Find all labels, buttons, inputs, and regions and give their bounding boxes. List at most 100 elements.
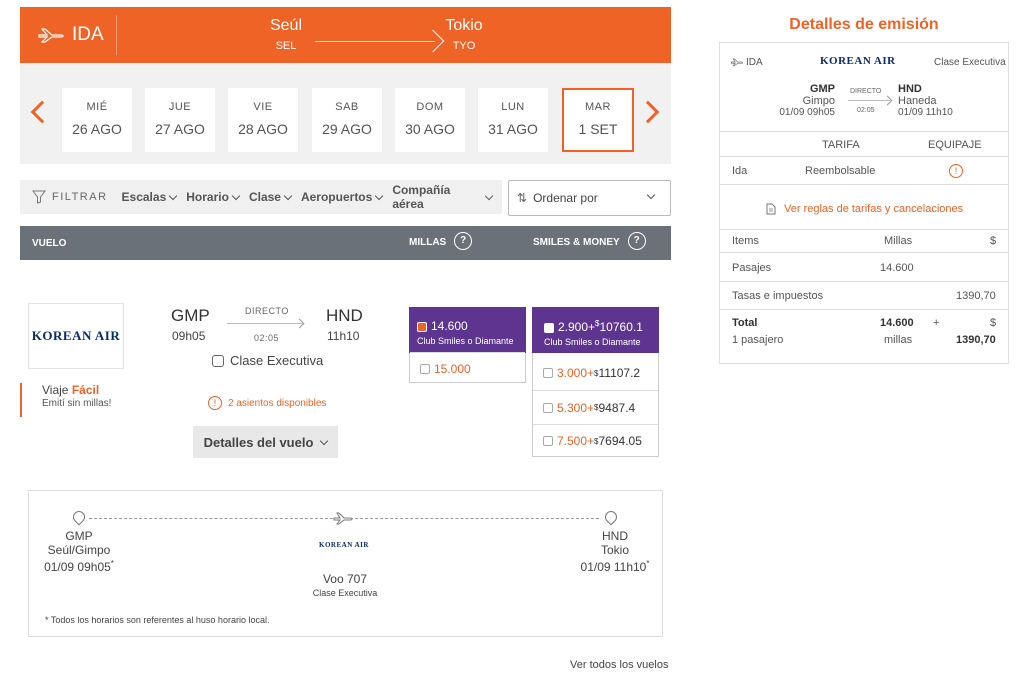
date-option-selected[interactable]: MAR 1 SET [562, 88, 634, 152]
direction-label: IDA [72, 24, 104, 45]
seats-available: ! 2 asientos disponibles [208, 396, 326, 410]
date-option[interactable]: SAB 29 AGO [312, 88, 382, 152]
location-pin-icon [70, 508, 88, 526]
panel-col-equipaje: EQUIPAJE [928, 139, 982, 151]
route-dest-datetime: 01/09 11h10* [565, 557, 665, 574]
flight-details-label: Detalles del vuelo [203, 434, 314, 450]
currency-symbol: $ [595, 319, 600, 328]
route-dest-city: Tokio [600, 543, 629, 557]
filter-horario[interactable]: Horario [186, 190, 241, 204]
col-smiles-money-label: SMILES & MONEY [533, 237, 620, 249]
date-selector: MIÉ 26 AGO JUE 27 AGO VIE 28 AGO SAB 29 … [20, 63, 671, 164]
fare-rules-label: Ver reglas de tarifas y cancelaciones [784, 203, 964, 215]
route-origin: GMP Seúl/Gimpo 01/09 09h05* [29, 529, 129, 574]
panel-flight-line [848, 100, 890, 101]
miles-fares: 14.600 Club Smiles o Diamante 15.000 [409, 307, 526, 383]
route-origin-datetime: 01/09 09h05* [29, 557, 129, 574]
date-dow: LUN [501, 101, 525, 113]
promo-word-b: Fácil [71, 383, 100, 397]
footnote-star: * [646, 559, 650, 568]
filter-button[interactable]: FILTRAR [20, 190, 108, 204]
fare-money-amount: 7694.05 [598, 434, 642, 448]
panel-dest-code: HND [898, 83, 922, 95]
filter-escalas[interactable]: Escalas [121, 190, 178, 204]
flight-line [227, 323, 303, 324]
flight-dest-code: HND [326, 306, 363, 325]
flight-arr-time: 11h10 [327, 329, 360, 343]
currency-symbol: $ [594, 436, 599, 446]
promo-subtitle: Emití sin millas! [42, 398, 112, 409]
fare-rules-link[interactable]: Ver reglas de tarifas y cancelaciones [766, 203, 963, 215]
fare-money-option[interactable]: 7.500+ $7694.05 [533, 424, 658, 457]
results-header: VUELO MILLAS? SMILES & MONEY? [20, 226, 671, 260]
checkbox-icon [543, 436, 553, 446]
sort-select[interactable]: ⇅ Ordenar por [508, 180, 671, 216]
date-dow: SAB [335, 101, 359, 113]
help-icon[interactable]: ? [627, 232, 646, 250]
baggage-warning-icon[interactable]: ! [949, 164, 963, 178]
checkbox-icon [543, 368, 553, 378]
date-option[interactable]: MIÉ 26 AGO [62, 88, 132, 152]
flight-route-details: GMP Seúl/Gimpo 01/09 09h05* KOREAN AIR V… [28, 490, 663, 637]
checkbox-icon [543, 402, 553, 413]
panel-direction: IDA [746, 57, 763, 68]
panel-millas-header: Millas [884, 235, 913, 247]
panel-origin: GMP Gimpo 01/09 09h05 [775, 83, 835, 119]
chevron-down-icon [283, 191, 293, 200]
filter-clase[interactable]: Clase [249, 190, 293, 204]
route-origin-dt: 01/09 09h05 [44, 560, 111, 574]
panel-title: Detalles de emisión [789, 16, 939, 33]
help-icon[interactable]: ? [454, 232, 473, 250]
panel-millas-word: millas [884, 334, 913, 346]
fare-miles-value: 14.600 [431, 319, 468, 333]
timezone-note: * Todos los horarios son referentes al h… [45, 615, 270, 625]
col-flight: VUELO [32, 238, 67, 249]
fare-money-option[interactable]: 5.300+ $9487.4 [533, 390, 658, 424]
fare-club-label: Club Smiles o Diamante [544, 337, 641, 347]
panel-divider [720, 229, 1008, 230]
panel-plus: + [933, 317, 940, 329]
panel-total-dollar: $ [990, 317, 997, 329]
chevron-down-icon [169, 191, 178, 200]
fare-money-value-row: 2.900+$10760.1 [544, 319, 659, 334]
flight-dep-time: 09h05 [172, 329, 206, 343]
date-option[interactable]: DOM 30 AGO [395, 88, 465, 152]
origin-city: Seúl [269, 17, 303, 34]
fare-miles-value: 15.000 [434, 361, 471, 376]
route-dest: HND Tokio 01/09 11h10* [565, 529, 665, 574]
filter-item-label: Escalas [121, 190, 167, 204]
panel-pasajes: Pasajes [732, 262, 772, 274]
location-pin-icon [602, 508, 620, 526]
date-option[interactable]: LUN 31 AGO [478, 88, 548, 152]
arrow-right-icon [882, 95, 893, 106]
prev-dates-icon[interactable] [30, 100, 54, 124]
route-dest-dt: 01/09 11h10 [580, 560, 647, 574]
date-option[interactable]: JUE 27 AGO [145, 88, 215, 152]
panel-leg: Ida [732, 165, 748, 177]
date-dow: JUE [168, 101, 192, 113]
currency-symbol: $ [594, 403, 599, 412]
panel-duration: 02:05 [857, 107, 875, 114]
filter-aeropuertos[interactable]: Aeropuertos [301, 190, 384, 204]
issuance-details-panel: IDA KOREAN AIR Clase Executiva GMP Gimpo… [719, 42, 1009, 364]
fare-money-selected[interactable]: 2.900+$10760.1 Club Smiles o Diamante [532, 307, 659, 353]
fare-miles-selected[interactable]: 14.600 Club Smiles o Diamante [409, 307, 526, 353]
filter-label: FILTRAR [52, 191, 108, 203]
panel-origin-code: GMP [809, 83, 835, 95]
chevron-down-icon [646, 190, 656, 200]
panel-divider [720, 156, 1008, 157]
panel-tasas-value: 1390,70 [956, 290, 996, 302]
next-dates-icon[interactable] [636, 100, 660, 124]
date-day: 26 AGO [72, 121, 122, 137]
dest-city-block: Tokio TYO [424, 17, 504, 52]
date-option[interactable]: VIE 28 AGO [228, 88, 298, 152]
filter-bar: FILTRAR Escalas Horario Clase Aeropuerto… [20, 180, 502, 214]
flight-details-button[interactable]: Detalles del vuelo [193, 426, 338, 458]
panel-airline-logo: KOREAN AIR [820, 55, 896, 67]
fare-money-miles: 5.300+ [557, 400, 595, 415]
filter-compania[interactable]: Compañía aérea [392, 183, 494, 211]
fare-money-option[interactable]: 3.000+ $11107.2 [533, 356, 658, 390]
filter-item-label: Compañía aérea [392, 183, 451, 211]
see-all-flights-link[interactable]: Ver todos los vuelos [570, 659, 669, 671]
fare-miles-option[interactable]: 15.000 [410, 352, 525, 384]
